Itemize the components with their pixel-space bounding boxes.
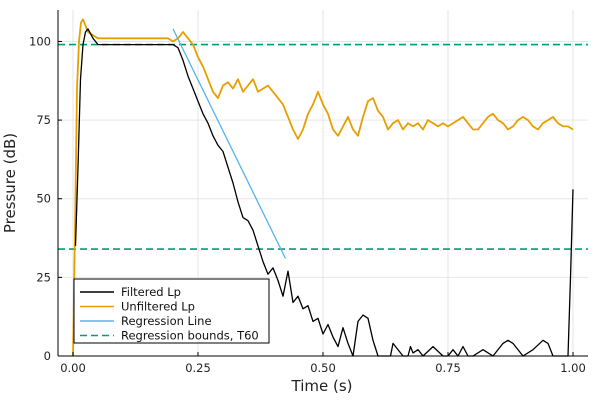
y-tick-label: 50: [36, 192, 51, 206]
x-tick-label: 0.50: [310, 361, 336, 375]
plot-area: [58, 18, 588, 357]
x-axis-title: Time (s): [291, 377, 353, 395]
legend-label: Regression bounds, T60: [121, 329, 259, 343]
x-tick-label: 0.75: [435, 361, 461, 375]
y-tick-label: 100: [29, 34, 51, 48]
legend-box: [73, 278, 270, 344]
x-tick-label: 0.00: [60, 361, 86, 375]
y-tick-label: 75: [36, 113, 51, 127]
legend-label: Unfiltered Lp: [121, 300, 195, 314]
legend-label: Regression Line: [121, 314, 212, 328]
x-tick-label: 1.00: [560, 361, 586, 375]
x-tick-label: 0.25: [185, 361, 211, 375]
y-tick-label: 0: [44, 349, 51, 363]
legend-label: Filtered Lp: [121, 285, 181, 299]
regression-line-line: [172, 28, 287, 259]
unfiltered-lp-line: [72, 18, 574, 357]
filtered-lp-line: [74, 28, 574, 357]
tick-labels: 0.00 0.25 0.50 0.75 1.00 0 25 50 75 100: [29, 34, 586, 375]
y-axis-title: Pressure (dB): [1, 133, 19, 233]
y-tick-label: 25: [36, 270, 51, 284]
axes: [57, 10, 588, 357]
